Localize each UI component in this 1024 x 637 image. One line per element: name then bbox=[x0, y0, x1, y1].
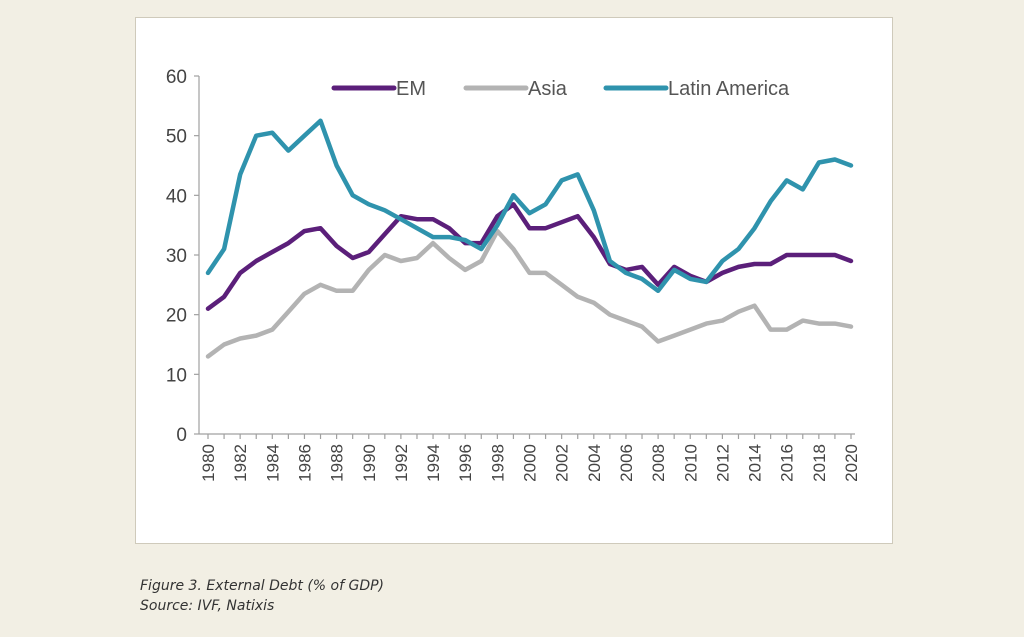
x-tick-label: 1984 bbox=[263, 444, 282, 482]
x-tick-label: 1982 bbox=[231, 444, 250, 482]
legend: EM Asia Latin America bbox=[331, 78, 790, 100]
chart-frame: 0 10 20 30 40 50 60 1980 1982 1984 1986 1988 1990 199… bbox=[135, 17, 893, 544]
x-tick-label: 2010 bbox=[681, 444, 700, 482]
axes: 0 10 20 30 40 50 60 1980 1982 1984 1986 1988 1990 199… bbox=[166, 67, 861, 482]
x-tick-label: 2014 bbox=[746, 444, 765, 482]
x-tick-label: 1996 bbox=[456, 444, 475, 482]
x-tick-label: 2004 bbox=[585, 444, 604, 482]
series-lines bbox=[205, 118, 854, 359]
x-tick-label: 1992 bbox=[392, 444, 411, 482]
y-tick-label: 50 bbox=[166, 127, 187, 148]
x-tick-label: 2012 bbox=[713, 444, 732, 482]
legend-label-em: EM bbox=[396, 78, 426, 100]
x-tick-label: 2018 bbox=[810, 444, 829, 482]
source-caption: Source: IVF, Natixis bbox=[140, 598, 275, 614]
y-tick-label: 40 bbox=[166, 186, 187, 207]
series-line-em bbox=[205, 202, 854, 311]
x-tick-label: 1994 bbox=[424, 444, 443, 482]
series-line-latin-america bbox=[205, 118, 854, 294]
x-tick-label: 2006 bbox=[617, 444, 636, 482]
series-line-asia bbox=[205, 228, 854, 359]
x-tick-label: 2016 bbox=[778, 444, 797, 482]
x-tick-label: 1998 bbox=[488, 444, 507, 482]
y-tick-label: 10 bbox=[166, 365, 187, 386]
x-tick-label: 2008 bbox=[649, 444, 668, 482]
x-tick-label: 1986 bbox=[295, 444, 314, 482]
x-tick-label: 2000 bbox=[521, 444, 540, 482]
y-tick-label: 20 bbox=[166, 306, 187, 327]
y-tick-label: 60 bbox=[166, 67, 187, 88]
line-chart: 0 10 20 30 40 50 60 1980 1982 1984 1986 1988 1990 199… bbox=[166, 67, 861, 482]
figure-caption: Figure 3. External Debt (% of GDP) bbox=[140, 578, 385, 594]
x-tick-label: 1980 bbox=[199, 444, 218, 482]
x-tick-label: 2020 bbox=[842, 444, 861, 482]
legend-label-latin-america: Latin America bbox=[668, 78, 790, 100]
y-tick-label: 0 bbox=[176, 425, 187, 446]
legend-label-asia: Asia bbox=[528, 78, 568, 100]
x-tick-label: 2002 bbox=[553, 444, 572, 482]
y-tick-label: 30 bbox=[166, 246, 187, 267]
x-tick-label: 1988 bbox=[328, 444, 347, 482]
x-tick-label: 1990 bbox=[360, 444, 379, 482]
